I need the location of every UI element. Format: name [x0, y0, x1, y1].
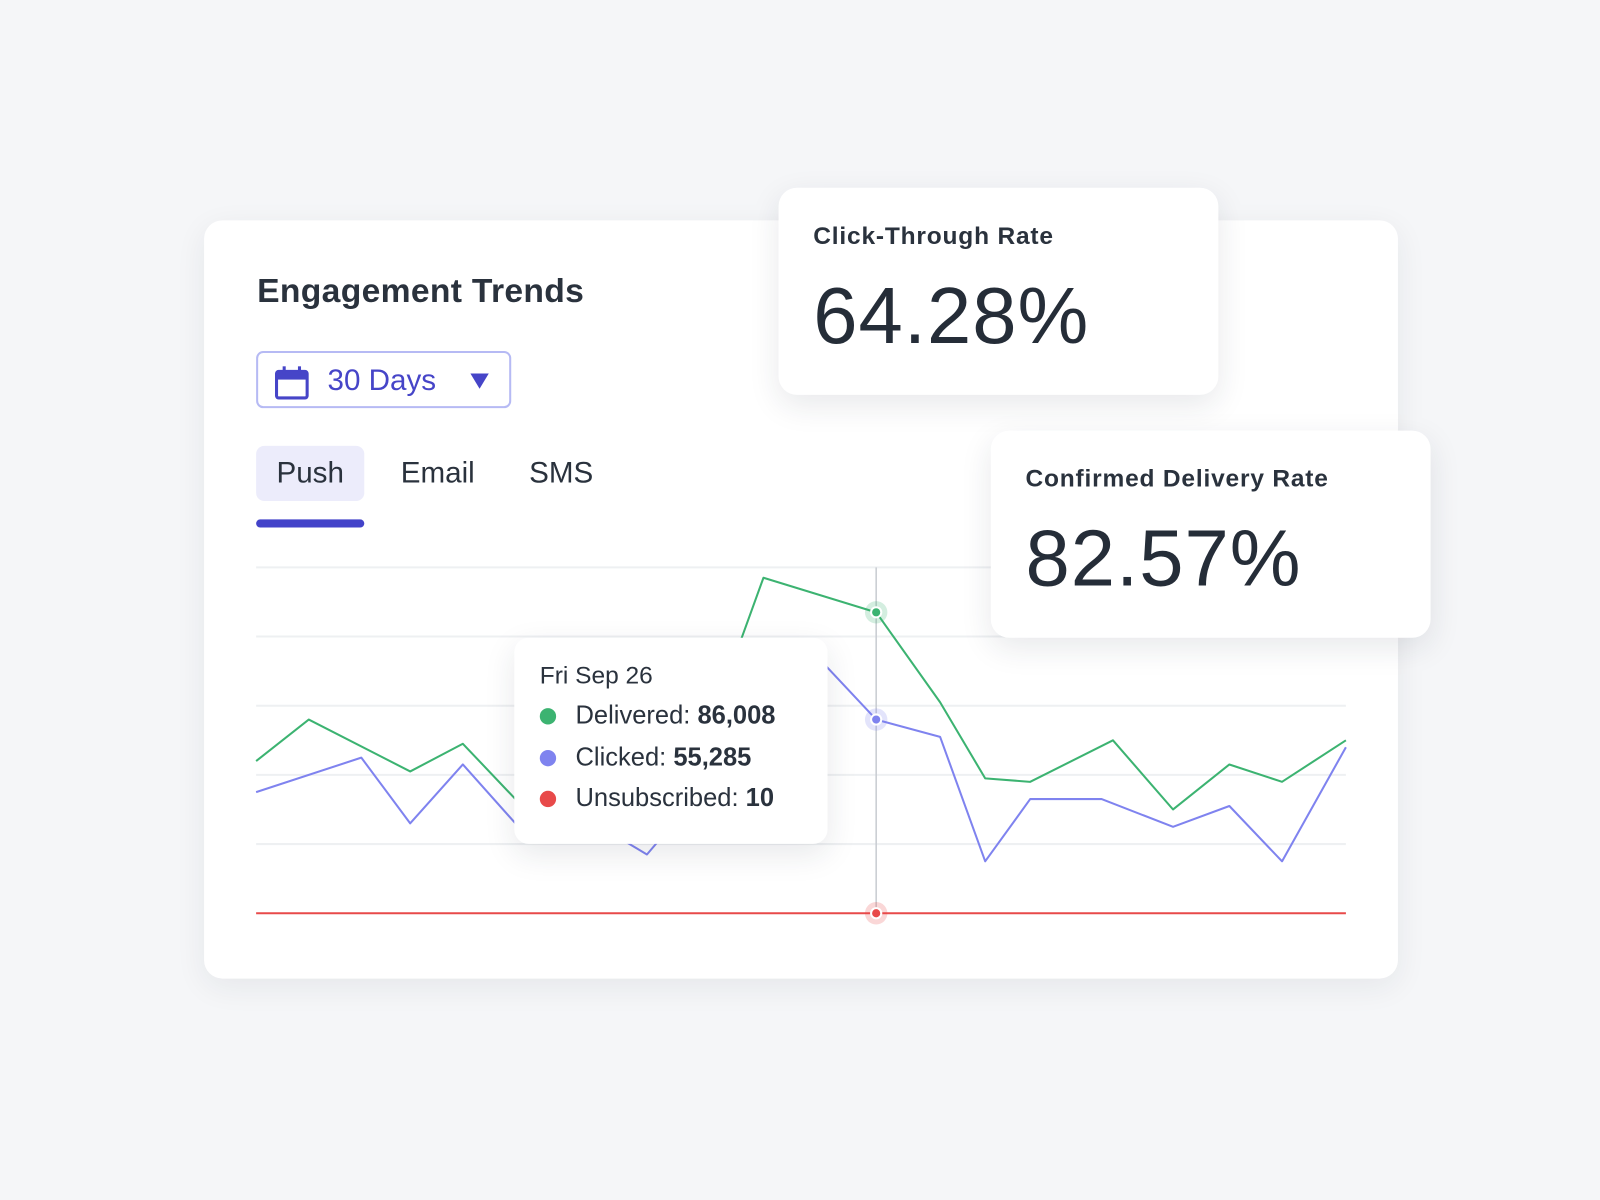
marker-point-clicked — [870, 713, 883, 726]
tooltip-value: 55,285 — [673, 742, 752, 772]
series-line-clicked — [255, 642, 1347, 863]
series-line-delivered — [255, 576, 1347, 821]
calendar-icon — [274, 366, 309, 400]
unsubscribed-dot-icon — [539, 790, 557, 808]
marker-point-delivered — [870, 606, 883, 619]
date-range-label: 30 Days — [327, 364, 437, 397]
kpi-value: 82.57% — [1025, 513, 1302, 604]
tooltip-value: 10 — [745, 783, 775, 813]
kpi-card-click-through-rate: Click-Through Rate 64.28% — [778, 187, 1219, 395]
tab-push[interactable]: Push — [256, 445, 365, 502]
tooltip-date: Fri Sep 26 — [539, 662, 653, 690]
tooltip-value: 86,008 — [697, 701, 776, 730]
kpi-card-confirmed-delivery-rate: Confirmed Delivery Rate 82.57% — [990, 430, 1431, 638]
clicked-dot-icon — [539, 749, 557, 767]
caret-down-icon — [470, 373, 489, 389]
kpi-label: Confirmed Delivery Rate — [1025, 465, 1329, 493]
tab-sms[interactable]: SMS — [529, 457, 594, 490]
delivered-dot-icon — [539, 708, 557, 725]
kpi-value: 64.28% — [813, 270, 1090, 361]
tooltip-row-delivered: Delivered: 86,008 — [539, 701, 776, 731]
tooltip-label: Delivered: — [575, 701, 691, 730]
tooltip-row-unsubscribed: Unsubscribed: 10 — [539, 783, 775, 814]
marker-point-unsubscribed — [870, 907, 883, 920]
page-title: Engagement Trends — [257, 271, 585, 310]
tooltip-row-clicked: Clicked: 55,285 — [539, 742, 752, 773]
active-tab-indicator — [256, 519, 365, 528]
date-range-dropdown[interactable]: 30 Days — [256, 351, 512, 409]
chart-tooltip: Fri Sep 26 Delivered: 86,008 Clicked: 55… — [514, 637, 828, 844]
kpi-label: Click-Through Rate — [813, 222, 1054, 250]
tooltip-label: Unsubscribed: — [575, 783, 739, 813]
tab-email[interactable]: Email — [400, 457, 475, 490]
tooltip-label: Clicked: — [575, 742, 667, 772]
